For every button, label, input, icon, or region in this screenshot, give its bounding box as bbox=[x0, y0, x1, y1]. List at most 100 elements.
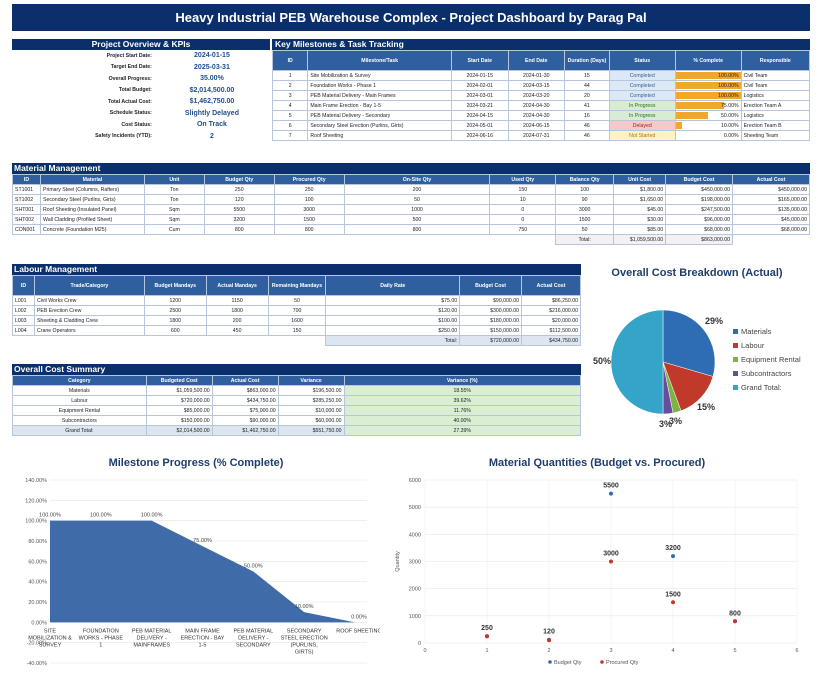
milestone-end: 2024-03-15 bbox=[507, 80, 566, 91]
pie-data-label: 29% bbox=[705, 316, 723, 326]
labour-cell: Crane Operators bbox=[33, 325, 145, 336]
y-tick-label: -40.00% bbox=[27, 661, 48, 667]
material-quantities-chart: Material Quantities (Budget vs. Procured… bbox=[395, 457, 799, 666]
y-tick-label: 5000 bbox=[409, 505, 421, 511]
material-row: ST1001 Primary Steel (Columns, Rafters) To… bbox=[12, 184, 810, 195]
kpi-value: On Track bbox=[196, 121, 227, 129]
labour-cell: L002 bbox=[12, 305, 35, 316]
kpi-value: $2,014,500.00 bbox=[189, 86, 235, 94]
scatter-point bbox=[485, 634, 489, 639]
costsum-panel: Overall Cost Summary Category Budgeted Co… bbox=[12, 364, 581, 436]
milestone-start: 2024-02-01 bbox=[450, 80, 509, 91]
y-tick-label: 60.00% bbox=[28, 559, 47, 565]
milestone-id: 6 bbox=[271, 120, 309, 131]
cost-row: Equipment Rental $85,000.00 $75,000.00 $10,… bbox=[12, 405, 581, 416]
milestone-end: 2024-03-20 bbox=[507, 90, 566, 101]
milestone-end: 2024-06-15 bbox=[507, 120, 566, 131]
milestones-header: Key Milestones & Task Tracking bbox=[272, 39, 810, 50]
point-label: 5500 bbox=[603, 483, 619, 490]
milestone-task: Secondary Steel Erection (Purlins, Girts… bbox=[307, 120, 452, 131]
kpi-value: 2 bbox=[209, 132, 214, 140]
point-label: 3200 bbox=[665, 545, 681, 552]
overview-panel: Project Overview & KPIs Project Start Da… bbox=[12, 39, 270, 142]
milestones-panel: Key Milestones & Task Tracking ID Milesto… bbox=[271, 39, 811, 141]
percent-complete: 50.00% bbox=[674, 110, 742, 121]
material-cell: $68,000.00 bbox=[665, 224, 734, 235]
milestone-responsible: Logistics bbox=[740, 90, 811, 101]
column-header: Actual Cost bbox=[732, 174, 810, 185]
kpi-row: Schedule Status: Slightly Delayed bbox=[12, 108, 270, 120]
material-cell: 150 bbox=[489, 184, 557, 195]
milestone-row: 4 Main Frame Erection - Bay 1-5 2024-03-21… bbox=[271, 100, 811, 111]
milestone-task: PEB Material Delivery - Main Frames bbox=[307, 90, 452, 101]
material-cell: Ton bbox=[143, 184, 205, 195]
legend-label: Equipment Rental bbox=[741, 355, 801, 364]
labour-cell: $216,000.00 bbox=[521, 305, 581, 316]
milestone-end: 2024-04-30 bbox=[507, 100, 566, 111]
column-header: Used Qty bbox=[489, 174, 557, 185]
milestone-progress-chart: Milestone Progress (% Complete) 140.00% 12… bbox=[25, 457, 380, 667]
percent-label: 100.00% bbox=[718, 82, 739, 89]
milestone-id: 7 bbox=[271, 130, 309, 141]
labour-cell: $100.00 bbox=[325, 315, 461, 326]
percent-complete: 100.00% bbox=[674, 90, 742, 101]
legend-marker bbox=[600, 660, 604, 664]
legend-swatch bbox=[733, 343, 738, 348]
milestone-row: 7 Roof Sheeting 2024-06-16 2024-07-31 46 Not … bbox=[271, 130, 811, 141]
kpi-label: Safety Incidents (YTD): bbox=[95, 133, 152, 140]
labour-row: L003 Sheeting & Cladding Crew 1800 200 1600 $… bbox=[12, 315, 581, 326]
column-header: Remaining Mandays bbox=[267, 275, 327, 296]
kpi-table: Project Start Date: 2024-01-15 Target End … bbox=[12, 50, 270, 142]
labour-cell: $86,250.00 bbox=[521, 295, 581, 306]
labour-header: Labour Management bbox=[12, 264, 581, 275]
labour-row: L002 PEB Erection Crew 2500 1800 700 $120.00 $… bbox=[12, 305, 581, 316]
kpi-label: Target End Date: bbox=[110, 64, 152, 71]
legend-label: Materials bbox=[741, 327, 772, 336]
milestone-task: Foundation Works - Phase 1 bbox=[307, 80, 452, 91]
milestone-responsible: Logistics bbox=[740, 110, 811, 121]
pie-data-label: 3% bbox=[659, 419, 672, 429]
material-cell: $68,000.00 bbox=[732, 224, 810, 235]
labour-cell: L001 bbox=[12, 295, 35, 306]
legend-label: Labour bbox=[741, 341, 765, 350]
kpi-value: Slightly Delayed bbox=[184, 109, 239, 117]
material-cell: 100 bbox=[273, 194, 345, 205]
cost-cell: $285,250.00 bbox=[277, 395, 345, 406]
total-budget: $1,059,500.00 bbox=[613, 234, 667, 245]
labour-cell: $250.00 bbox=[325, 325, 461, 336]
column-header: Start Date bbox=[450, 50, 509, 71]
legend-swatch bbox=[733, 357, 738, 362]
column-header: Procured Qty bbox=[273, 174, 345, 185]
milestone-responsible: Civil Team bbox=[740, 70, 811, 81]
column-header: Variance bbox=[277, 375, 345, 386]
total-actual: $434,750.00 bbox=[521, 335, 581, 346]
data-label: 75.00% bbox=[193, 538, 212, 544]
kpi-row: Cost Status: On Track bbox=[12, 119, 270, 131]
legend-label: Grand Total: bbox=[741, 383, 782, 392]
milestones-table: ID Milestone/Task Start Date End Date Durati… bbox=[271, 50, 811, 141]
material-cell: Primary Steel (Columns, Rafters) bbox=[39, 184, 145, 195]
milestone-end: 2024-01-30 bbox=[507, 70, 566, 81]
progress-bar bbox=[676, 82, 741, 89]
material-cell: $30.00 bbox=[613, 214, 667, 225]
material-cell: CON001 bbox=[12, 224, 41, 235]
point-label: 120 bbox=[543, 629, 555, 636]
kpi-row: Total Budget: $2,014,500.00 bbox=[12, 85, 270, 97]
material-cell: $45.00 bbox=[613, 204, 667, 215]
milestone-start: 2024-01-15 bbox=[450, 70, 509, 81]
labour-table: ID Trade/Category Budget Mandays Actual Man… bbox=[12, 275, 581, 346]
y-tick-label: 140.00% bbox=[25, 478, 47, 484]
kpi-row: Safety Incidents (YTD): 2 bbox=[12, 131, 270, 143]
column-header: ID bbox=[12, 275, 35, 296]
material-cell: $1,650.00 bbox=[613, 194, 667, 205]
kpi-row: Overall Progress: 35.00% bbox=[12, 73, 270, 85]
x-tick-label: 3 bbox=[609, 648, 612, 654]
column-header: Trade/Category bbox=[33, 275, 145, 296]
milestone-start: 2024-03-01 bbox=[450, 90, 509, 101]
cost-cell: Grand Total: bbox=[12, 425, 147, 436]
cost-cell: $90,000.00 bbox=[211, 415, 279, 426]
labour-cell: PEB Erection Crew bbox=[33, 305, 145, 316]
labour-cell: 450 bbox=[205, 325, 269, 336]
data-label: 10.00% bbox=[295, 604, 314, 610]
cost-cell: Subcontractors bbox=[12, 415, 147, 426]
